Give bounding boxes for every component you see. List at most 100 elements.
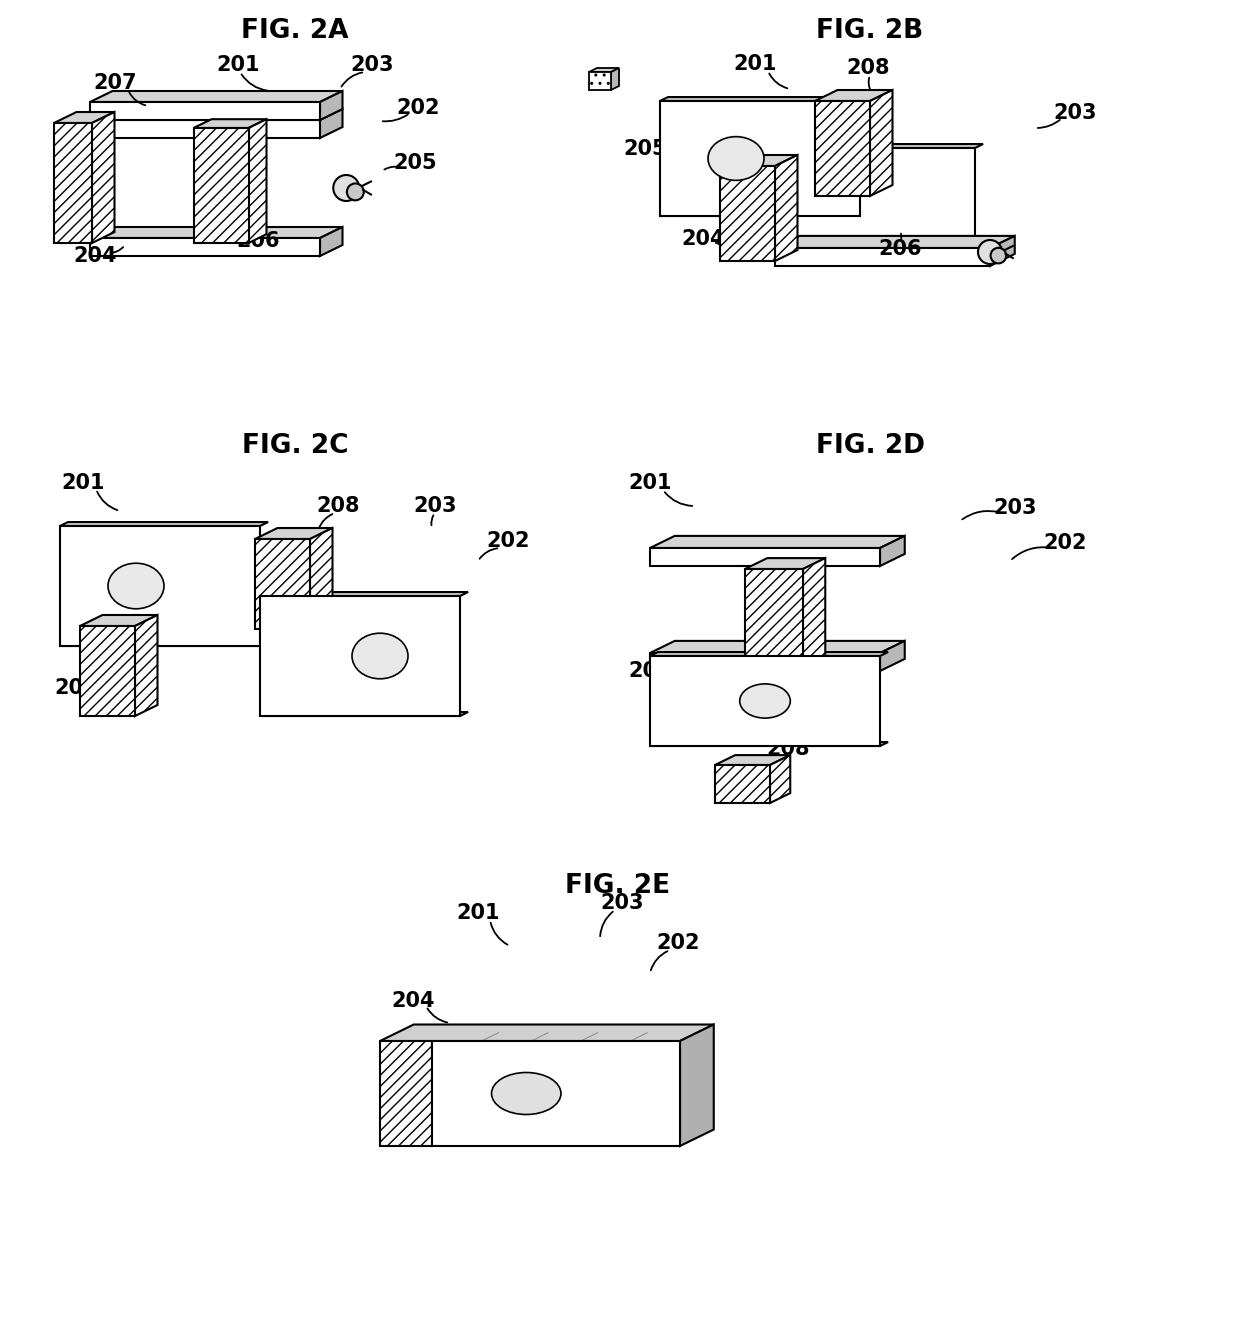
Polygon shape bbox=[660, 96, 868, 100]
Text: 208: 208 bbox=[316, 495, 360, 517]
Ellipse shape bbox=[108, 563, 164, 609]
Polygon shape bbox=[990, 236, 1014, 266]
Polygon shape bbox=[255, 528, 332, 539]
Polygon shape bbox=[715, 756, 790, 765]
Text: 204: 204 bbox=[629, 660, 672, 682]
Polygon shape bbox=[91, 238, 320, 256]
Polygon shape bbox=[81, 626, 135, 716]
Ellipse shape bbox=[708, 136, 764, 181]
Text: 201: 201 bbox=[629, 473, 672, 493]
Polygon shape bbox=[285, 618, 308, 643]
Polygon shape bbox=[91, 227, 342, 238]
Text: 207: 207 bbox=[93, 73, 136, 92]
Polygon shape bbox=[81, 616, 157, 626]
Circle shape bbox=[991, 248, 1006, 263]
Text: 201: 201 bbox=[61, 473, 104, 493]
Polygon shape bbox=[215, 618, 308, 629]
Ellipse shape bbox=[740, 684, 790, 719]
Polygon shape bbox=[650, 536, 905, 548]
Polygon shape bbox=[775, 248, 990, 266]
Polygon shape bbox=[880, 536, 905, 565]
Polygon shape bbox=[91, 102, 320, 120]
Circle shape bbox=[334, 174, 360, 201]
Text: FIG. 2C: FIG. 2C bbox=[242, 433, 348, 458]
Text: 203: 203 bbox=[1053, 103, 1096, 123]
Text: 201: 201 bbox=[216, 55, 259, 75]
Polygon shape bbox=[720, 155, 797, 166]
Polygon shape bbox=[432, 1041, 680, 1147]
Text: 202: 202 bbox=[656, 933, 699, 952]
Polygon shape bbox=[320, 227, 342, 256]
Text: 202: 202 bbox=[397, 98, 440, 118]
Polygon shape bbox=[320, 110, 342, 137]
Ellipse shape bbox=[352, 633, 408, 679]
Text: 202: 202 bbox=[486, 531, 529, 551]
Text: 202: 202 bbox=[1043, 532, 1086, 553]
Polygon shape bbox=[775, 236, 1014, 248]
Polygon shape bbox=[193, 119, 267, 128]
Polygon shape bbox=[60, 522, 268, 526]
Text: 206: 206 bbox=[878, 239, 921, 259]
Polygon shape bbox=[379, 1041, 432, 1147]
Polygon shape bbox=[804, 557, 826, 668]
Polygon shape bbox=[775, 155, 797, 262]
Polygon shape bbox=[660, 213, 868, 217]
Polygon shape bbox=[248, 119, 267, 243]
Polygon shape bbox=[55, 112, 114, 123]
Polygon shape bbox=[650, 657, 880, 746]
Polygon shape bbox=[770, 756, 790, 803]
Text: 204: 204 bbox=[55, 678, 98, 697]
Polygon shape bbox=[260, 712, 469, 716]
Text: 205: 205 bbox=[393, 153, 436, 173]
Polygon shape bbox=[715, 765, 770, 803]
Text: 203: 203 bbox=[350, 55, 394, 75]
Text: 206: 206 bbox=[237, 231, 280, 251]
Polygon shape bbox=[91, 110, 342, 120]
Polygon shape bbox=[260, 596, 460, 716]
Polygon shape bbox=[650, 653, 888, 657]
Text: 203: 203 bbox=[413, 495, 456, 517]
Text: 201: 201 bbox=[456, 904, 500, 923]
Text: FIG. 2D: FIG. 2D bbox=[816, 433, 925, 458]
Text: FIG. 2B: FIG. 2B bbox=[816, 18, 924, 44]
Polygon shape bbox=[815, 90, 893, 100]
Polygon shape bbox=[775, 252, 983, 256]
Polygon shape bbox=[92, 112, 114, 243]
Polygon shape bbox=[589, 73, 611, 90]
Text: 203: 203 bbox=[600, 893, 644, 913]
Polygon shape bbox=[720, 166, 775, 262]
Circle shape bbox=[347, 184, 363, 201]
Polygon shape bbox=[680, 1025, 714, 1147]
Polygon shape bbox=[650, 653, 880, 671]
Polygon shape bbox=[91, 91, 342, 102]
Text: 201: 201 bbox=[733, 54, 776, 74]
Polygon shape bbox=[255, 539, 310, 629]
Polygon shape bbox=[650, 742, 888, 746]
Text: 208: 208 bbox=[766, 738, 810, 760]
Text: 204: 204 bbox=[73, 246, 117, 266]
Polygon shape bbox=[775, 148, 975, 256]
Polygon shape bbox=[745, 557, 826, 569]
Polygon shape bbox=[91, 120, 320, 137]
Polygon shape bbox=[60, 642, 268, 646]
Polygon shape bbox=[260, 592, 469, 596]
Polygon shape bbox=[650, 641, 905, 653]
Text: FIG. 2A: FIG. 2A bbox=[242, 18, 348, 44]
Polygon shape bbox=[55, 123, 92, 243]
Polygon shape bbox=[611, 67, 619, 90]
Text: 204: 204 bbox=[681, 229, 724, 248]
Text: 208: 208 bbox=[846, 58, 890, 78]
Polygon shape bbox=[589, 67, 619, 73]
Text: 205: 205 bbox=[624, 139, 667, 159]
Text: 203: 203 bbox=[993, 498, 1037, 518]
Polygon shape bbox=[775, 144, 983, 148]
Text: FIG. 2E: FIG. 2E bbox=[565, 873, 671, 900]
Polygon shape bbox=[745, 569, 804, 668]
Polygon shape bbox=[215, 629, 285, 643]
Polygon shape bbox=[135, 616, 157, 716]
Polygon shape bbox=[193, 128, 248, 243]
Circle shape bbox=[978, 240, 1002, 264]
Polygon shape bbox=[60, 526, 260, 646]
Polygon shape bbox=[379, 1025, 714, 1041]
Polygon shape bbox=[660, 100, 861, 217]
